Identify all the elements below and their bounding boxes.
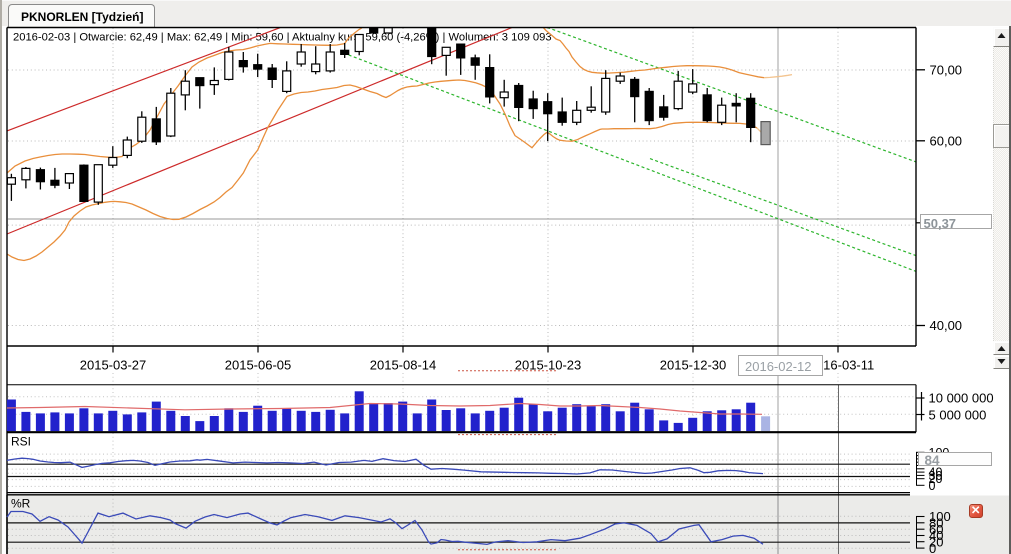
svg-text:0: 0 (929, 541, 936, 554)
svg-text:20: 20 (929, 534, 943, 549)
svg-text:100: 100 (929, 509, 951, 524)
svg-text:60,00: 60,00 (930, 134, 963, 149)
svg-text:2015-03-27: 2015-03-27 (80, 358, 147, 373)
svg-text:%R: %R (11, 497, 31, 511)
svg-text:2015-08-14: 2015-08-14 (370, 358, 437, 373)
svg-text:70,00: 70,00 (930, 63, 963, 78)
svg-text:5 000 000: 5 000 000 (929, 407, 987, 422)
svg-text:RSI: RSI (11, 435, 31, 449)
svg-text:40: 40 (929, 466, 943, 480)
svg-text:2015-06-05: 2015-06-05 (225, 358, 292, 373)
svg-text:2015-10-23: 2015-10-23 (515, 358, 582, 373)
svg-text:20: 20 (929, 472, 943, 486)
svg-text:0: 0 (929, 479, 936, 493)
svg-text:80: 80 (929, 516, 943, 531)
svg-text:40: 40 (929, 528, 943, 543)
svg-text:40,00: 40,00 (930, 318, 963, 333)
svg-text:2015-12-30: 2015-12-30 (660, 358, 727, 373)
svg-text:60: 60 (929, 522, 943, 537)
svg-text:30: 30 (929, 469, 943, 483)
svg-text:2016-02-03 | Otwarcie: 62,49 |: 2016-02-03 | Otwarcie: 62,49 | Max: 62,4… (13, 32, 552, 44)
svg-text:2016-03-11: 2016-03-11 (809, 358, 875, 373)
svg-text:10 000 000: 10 000 000 (929, 391, 994, 406)
